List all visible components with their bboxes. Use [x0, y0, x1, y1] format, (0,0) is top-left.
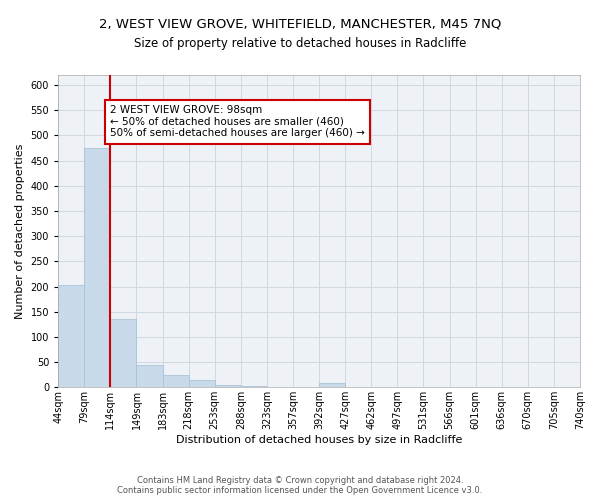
X-axis label: Distribution of detached houses by size in Radcliffe: Distribution of detached houses by size …	[176, 435, 462, 445]
Text: 2 WEST VIEW GROVE: 98sqm
← 50% of detached houses are smaller (460)
50% of semi-: 2 WEST VIEW GROVE: 98sqm ← 50% of detach…	[110, 105, 365, 138]
Bar	[110, 319, 136, 388]
Y-axis label: Number of detached properties: Number of detached properties	[15, 144, 25, 319]
Bar	[188, 380, 215, 388]
Bar	[241, 386, 267, 388]
Bar	[136, 365, 163, 388]
Text: Contains HM Land Registry data © Crown copyright and database right 2024.
Contai: Contains HM Land Registry data © Crown c…	[118, 476, 482, 495]
Bar	[163, 374, 188, 388]
Bar	[267, 387, 293, 388]
Bar	[84, 148, 110, 388]
Bar	[319, 383, 345, 388]
Bar	[215, 385, 241, 388]
Text: Size of property relative to detached houses in Radcliffe: Size of property relative to detached ho…	[134, 38, 466, 51]
Bar	[345, 387, 371, 388]
Bar	[58, 285, 84, 388]
Text: 2, WEST VIEW GROVE, WHITEFIELD, MANCHESTER, M45 7NQ: 2, WEST VIEW GROVE, WHITEFIELD, MANCHEST…	[99, 18, 501, 30]
